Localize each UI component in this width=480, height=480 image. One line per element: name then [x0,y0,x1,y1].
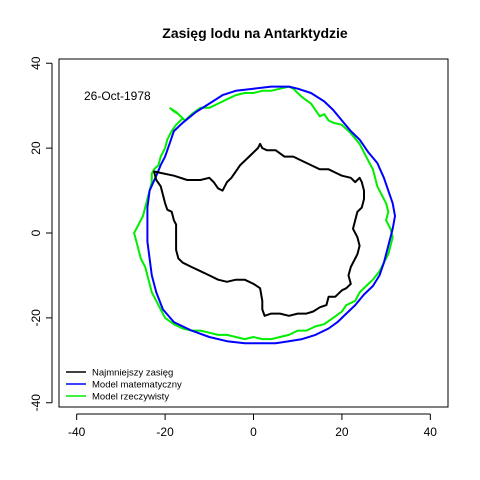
x-axis: -40 -20 0 20 40 [68,413,438,439]
series-line-1 [146,85,396,345]
x-tick-label: 20 [335,425,349,439]
legend-label-2: Model rzeczywisty [92,392,169,403]
date-annotation: 26-Oct-1978 [84,89,151,103]
y-tick-label: 20 [29,141,43,155]
y-tick-label: 40 [29,56,43,70]
series-layer [133,85,396,345]
series-line-0 [153,142,365,317]
x-tick-label: 0 [250,425,257,439]
y-axis: -40 -20 0 20 40 [29,56,53,412]
series-line-2 [133,85,394,341]
y-tick-label: -20 [29,309,43,327]
chart-title: Zasięg lodu na Antarktydzie [162,25,348,41]
x-tick-label: -40 [68,425,86,439]
legend-label-0: Najmniejszy zasięg [92,368,173,379]
plot-area-frame [58,58,449,408]
legend-label-1: Model matematyczny [92,380,182,391]
y-tick-label: -40 [29,394,43,412]
x-tick-label: 40 [424,425,438,439]
y-tick-label: 0 [29,229,43,236]
x-tick-label: -20 [156,425,174,439]
